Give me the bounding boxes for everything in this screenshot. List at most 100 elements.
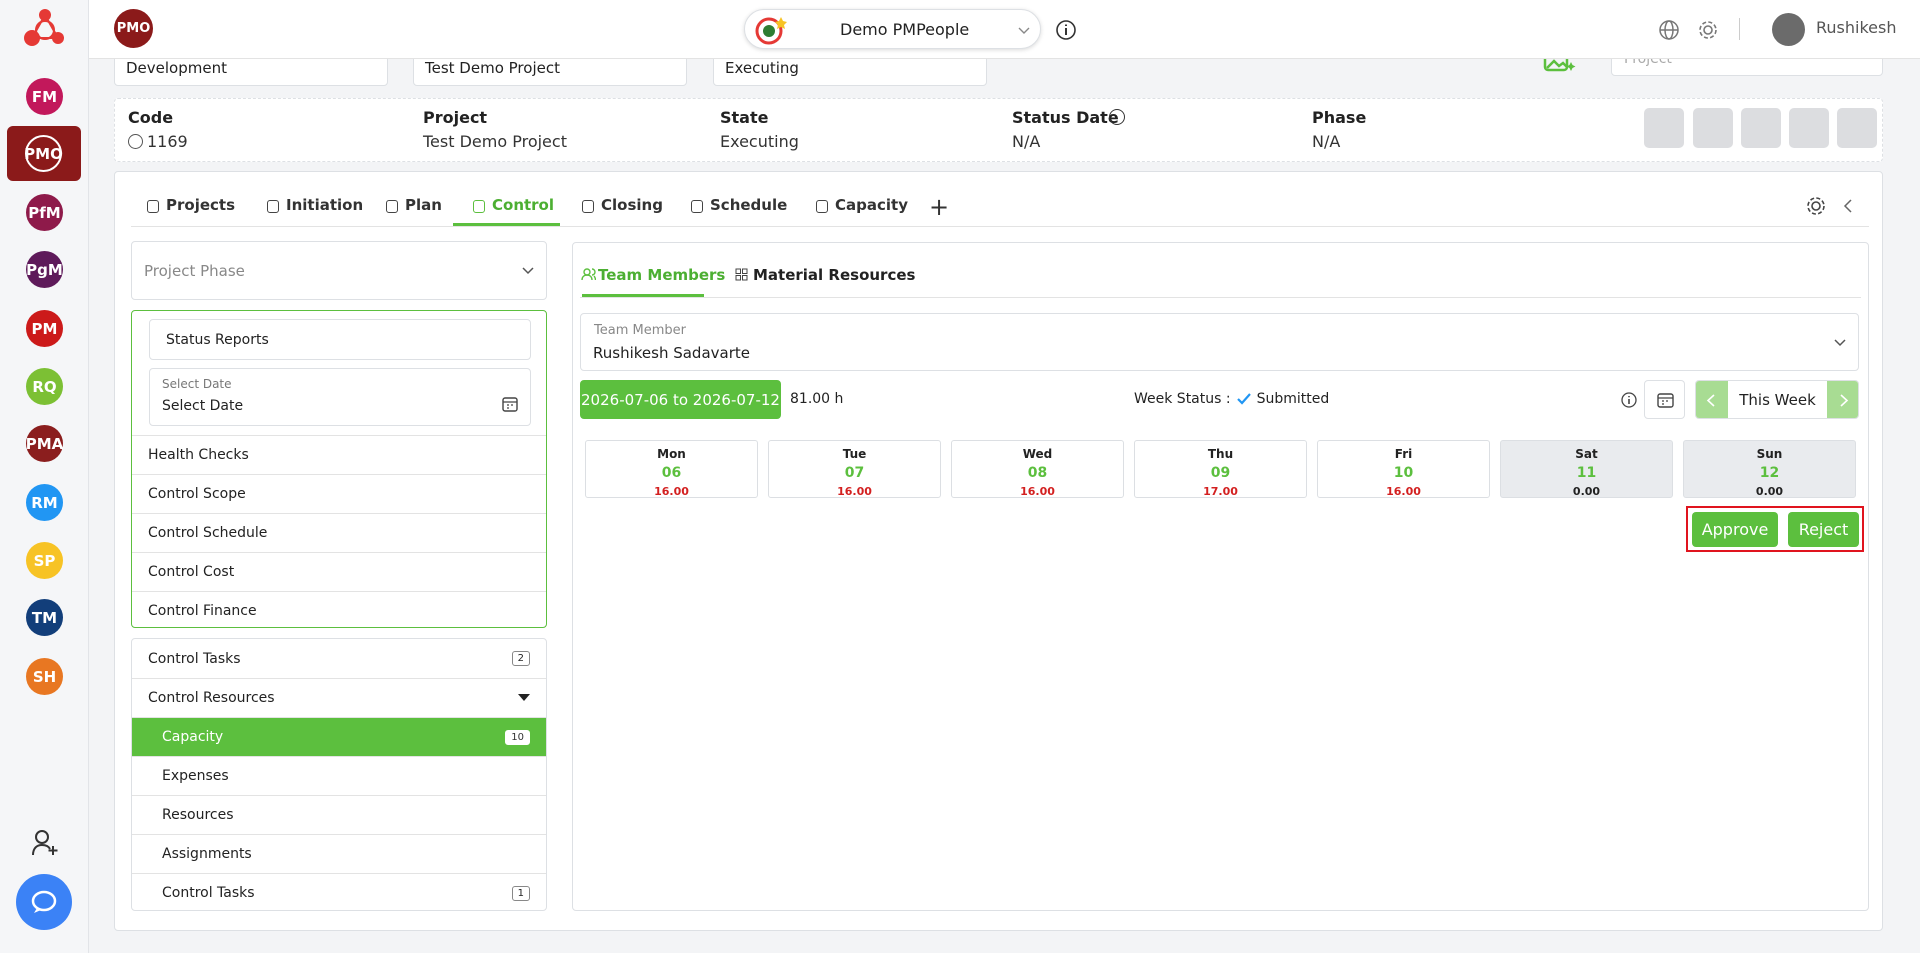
phase-placeholder: Project Phase — [144, 262, 245, 280]
calendar-button[interactable] — [1644, 380, 1685, 419]
week-total: 81.00 h — [790, 391, 844, 407]
tab[interactable]: Projects — [166, 196, 236, 214]
action-button[interactable] — [1837, 108, 1877, 148]
active-tab-underline — [453, 223, 560, 226]
day-name: Tue — [842, 447, 867, 461]
tab[interactable]: Capacity — [835, 196, 908, 214]
action-button[interactable] — [1693, 108, 1733, 148]
field-label: Code — [128, 108, 174, 127]
sub-item[interactable]: Assignments — [132, 834, 546, 873]
control-resources-row[interactable]: Control Resources — [132, 678, 546, 717]
tab[interactable]: Plan — [405, 196, 442, 214]
day-name: Mon — [657, 447, 686, 461]
app-icon[interactable]: TM — [26, 599, 63, 636]
day-card: Mon 06 16.00 — [585, 440, 758, 498]
app-icon[interactable]: SP — [26, 542, 63, 579]
language-icon[interactable] — [1658, 19, 1680, 41]
app-icon[interactable]: RQ — [26, 368, 63, 405]
day-hours: 16.00 — [1386, 485, 1421, 498]
tab[interactable]: Control — [492, 196, 555, 214]
day-date: 09 — [1210, 465, 1231, 481]
field-label: Project — [423, 108, 488, 127]
day-date: 06 — [661, 465, 682, 481]
control-resources: Control Resources — [148, 690, 275, 706]
day-date: 10 — [1393, 465, 1414, 481]
prev-week[interactable] — [1696, 381, 1728, 418]
app-icon[interactable]: PgM — [26, 251, 63, 288]
action-button[interactable] — [1644, 108, 1684, 148]
action-button[interactable] — [1789, 108, 1829, 148]
tab-icon — [386, 200, 398, 213]
tab[interactable]: Schedule — [710, 196, 788, 214]
sub-item[interactable]: Capacity 10 — [132, 717, 546, 756]
date-input[interactable]: Select Date Select Date — [149, 368, 531, 426]
reject-button[interactable]: Reject — [1788, 512, 1859, 547]
app-icon[interactable]: RM — [26, 484, 63, 521]
tab[interactable]: Initiation — [286, 196, 364, 214]
menu-item[interactable]: Control Finance — [132, 591, 546, 630]
add-user-icon[interactable] — [31, 829, 59, 857]
chevron — [522, 267, 534, 275]
approve-button[interactable]: Approve — [1692, 512, 1778, 547]
day-hours: 17.00 — [1203, 485, 1238, 498]
member-label: Team Member — [594, 323, 686, 338]
sub-item-label: Expenses — [162, 768, 229, 784]
day-name: Wed — [1022, 447, 1053, 461]
info-icon[interactable] — [1055, 19, 1077, 41]
resources-panel: Control Tasks 2 Control Resources Capacit… — [131, 638, 547, 911]
help-icon — [1109, 109, 1125, 125]
team-icon — [581, 268, 596, 281]
info-icon[interactable] — [1620, 391, 1638, 409]
day-date: 07 — [844, 465, 865, 481]
user-name[interactable]: Rushikesh — [1816, 18, 1897, 37]
project-info: Code 1169 Project Test Demo Project State Exe… — [114, 98, 1883, 162]
status-reports-input[interactable]: Status Reports — [149, 319, 531, 360]
team-member-select[interactable]: Team Member Rushikesh Sadavarte — [580, 313, 1859, 371]
menu-item[interactable]: Control Schedule — [132, 513, 546, 552]
workspace-selector[interactable]: Demo PMPeople — [744, 9, 1041, 49]
subtab[interactable]: Team Members — [598, 266, 726, 284]
workspace-logo — [755, 17, 787, 45]
divider — [1739, 18, 1740, 40]
day-card: Sun 12 0.00 — [1683, 440, 1856, 498]
menu-item[interactable]: Control Scope — [132, 474, 546, 513]
status-reports: Status Reports — [166, 332, 269, 348]
collapse[interactable] — [1842, 198, 1854, 214]
count: 1 — [511, 885, 530, 901]
app-icon[interactable]: PMO — [24, 135, 63, 172]
module-badge: PMO — [114, 9, 153, 48]
control-tasks-row[interactable]: Control Tasks 2 — [132, 639, 546, 678]
tab[interactable]: Closing — [601, 196, 663, 214]
add-tab[interactable]: + — [929, 193, 950, 221]
app-icon[interactable]: PfM — [26, 194, 63, 231]
grid-icon — [735, 268, 748, 281]
day-card: Tue 07 16.00 — [768, 440, 941, 498]
action-button[interactable] — [1741, 108, 1781, 148]
menu-item[interactable]: Health Checks — [132, 435, 546, 474]
this-week[interactable]: This Week — [1739, 391, 1816, 409]
status-panel: Status Reports Select Date Select Date H… — [131, 310, 547, 628]
radio[interactable] — [128, 134, 143, 149]
app-icon[interactable]: SH — [26, 658, 63, 695]
app-icon[interactable]: PMA — [26, 425, 63, 462]
sub-item[interactable]: Expenses — [132, 756, 546, 795]
sub-items: Capacity 10 Expenses Resources Assignments Co… — [132, 717, 546, 910]
day-hours: 0.00 — [1755, 485, 1784, 498]
phase-select[interactable]: Project Phase — [131, 241, 547, 300]
field-label: State — [720, 108, 769, 127]
settings-icon[interactable] — [1697, 19, 1719, 41]
count: 10 — [505, 729, 530, 745]
tab-icon — [691, 200, 703, 213]
app-icon[interactable]: FM — [26, 78, 63, 115]
app-icon[interactable]: PM — [26, 310, 63, 347]
avatar[interactable] — [1772, 13, 1805, 46]
sub-item[interactable]: Control Tasks 1 — [132, 873, 546, 910]
menu-item[interactable]: Control Cost — [132, 552, 546, 591]
next-week[interactable] — [1827, 381, 1858, 418]
chat-button[interactable] — [16, 874, 72, 930]
sub-item[interactable]: Resources — [132, 795, 546, 834]
tab-settings[interactable] — [1805, 195, 1827, 217]
filter-value: Development — [126, 59, 227, 77]
filter-value: Executing — [725, 59, 799, 77]
subtab[interactable]: Material Resources — [753, 266, 916, 284]
